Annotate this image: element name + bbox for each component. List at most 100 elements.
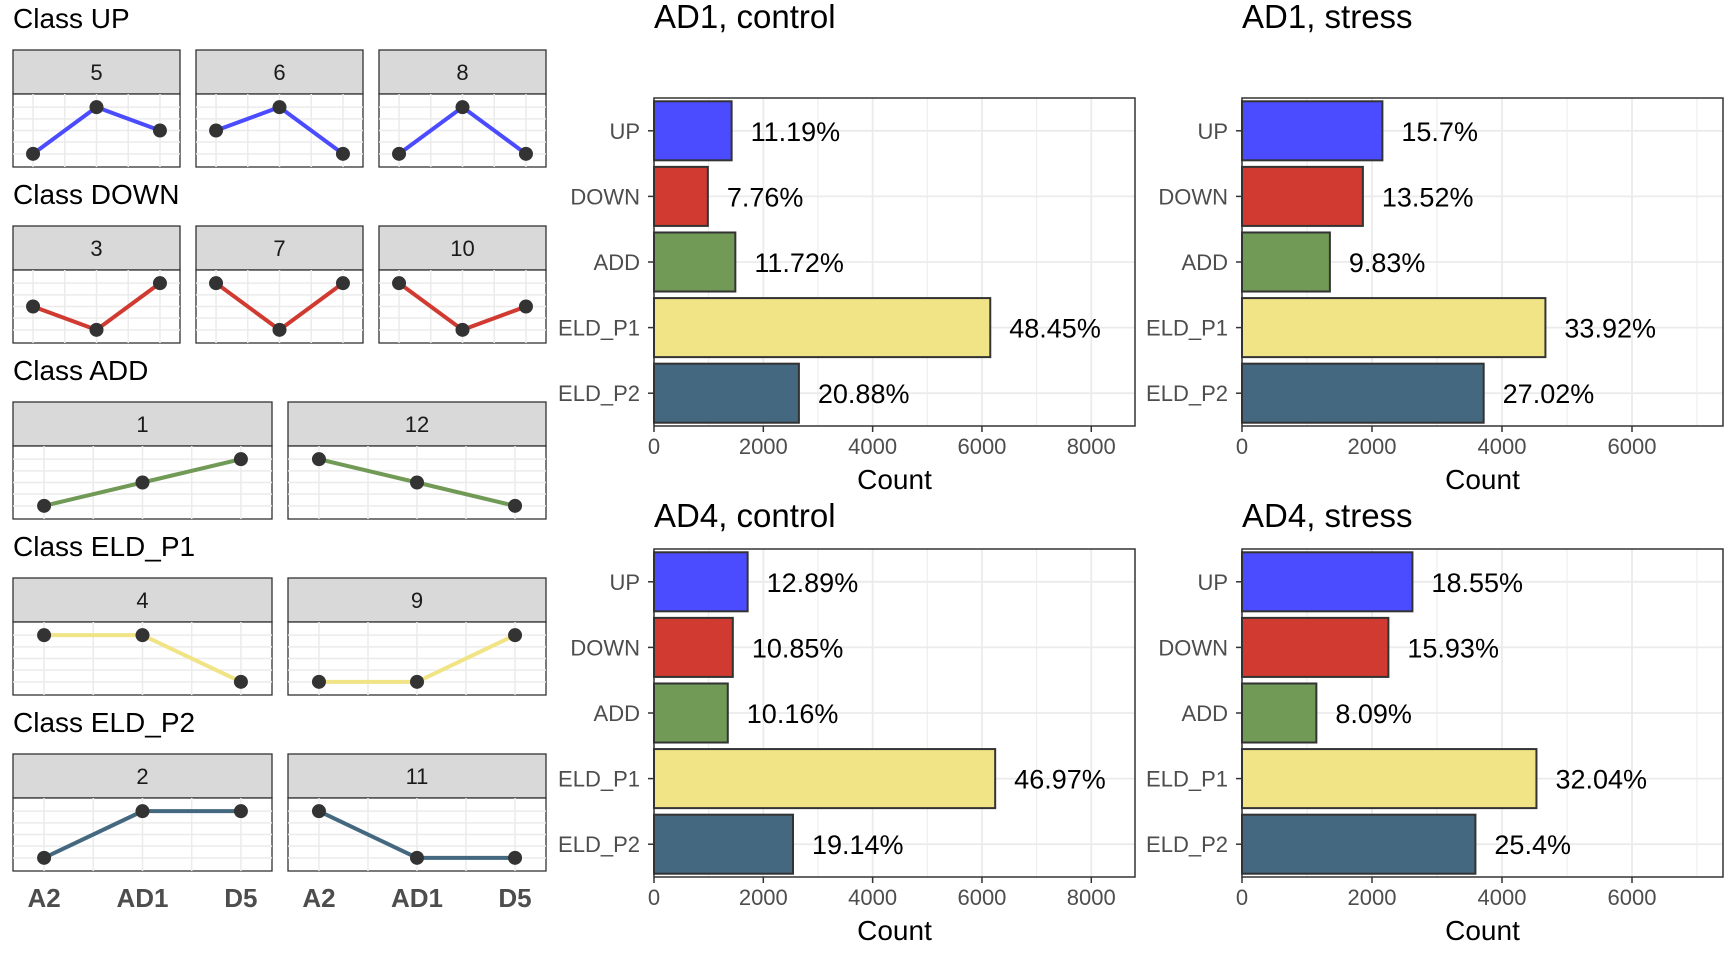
pattern-point [233, 804, 248, 819]
x-tick-label: 0 [648, 885, 660, 910]
y-tick-label: DOWN [1158, 184, 1228, 209]
y-tick-label: UP [609, 570, 640, 595]
data-label: 15.7% [1401, 117, 1478, 147]
panel-id-label: 1 [136, 412, 148, 437]
y-tick-label: ELD_P1 [1146, 767, 1228, 792]
class-title: Class ELD_P2 [13, 707, 195, 738]
y-tick-label: DOWN [570, 184, 640, 209]
class-title: Class ELD_P1 [13, 531, 195, 562]
data-label: 18.55% [1431, 568, 1523, 598]
x-tick-label: 6000 [957, 434, 1006, 459]
x-tick-label: 4000 [1478, 434, 1527, 459]
pattern-point [311, 452, 326, 467]
pattern-point [26, 299, 41, 314]
panel-strip [378, 225, 547, 271]
panel-id-label: 11 [406, 764, 429, 789]
pattern-panel: 7 [195, 225, 364, 344]
y-tick-label: DOWN [570, 635, 640, 660]
pattern-point [518, 146, 533, 161]
y-tick-label: UP [609, 119, 640, 144]
pattern-point [410, 850, 424, 865]
pattern-point [518, 299, 533, 314]
data-label: 15.93% [1407, 633, 1499, 663]
x-axis-title: Count [857, 464, 932, 495]
bar [653, 748, 997, 810]
chart-title: AD4, control [654, 497, 836, 534]
bar [1241, 165, 1364, 227]
pattern-panel: 9 [287, 577, 547, 696]
y-tick-label: ELD_P1 [558, 316, 640, 341]
data-label: 10.85% [752, 633, 844, 663]
x-tick-label: 4000 [1478, 885, 1527, 910]
data-label: 9.83% [1349, 248, 1426, 278]
pattern-point [410, 475, 424, 490]
x-tick-label: 8000 [1067, 434, 1116, 459]
panel-strip [195, 225, 364, 271]
pattern-panel: 4 [12, 577, 273, 696]
x-axis-title: Count [1445, 464, 1520, 495]
chart-title: AD1, stress [1242, 0, 1413, 35]
pattern-point [410, 674, 424, 689]
pattern-point [508, 498, 523, 513]
y-tick-label: ADD [1182, 250, 1228, 275]
data-label: 8.09% [1335, 699, 1412, 729]
plot-border [1241, 548, 1724, 878]
panel-id-label: 10 [450, 236, 474, 261]
data-label: 11.19% [751, 117, 841, 147]
bar [1241, 748, 1538, 810]
x-axis-title: Count [857, 915, 932, 946]
bar [653, 813, 794, 875]
pattern-point [508, 850, 523, 865]
pattern-panel: 8 [378, 49, 547, 168]
pattern-point [335, 276, 350, 291]
pattern-point [455, 322, 470, 337]
data-label: 46.97% [1014, 765, 1106, 795]
pattern-point [392, 276, 407, 291]
panel-id-label: 5 [90, 60, 102, 85]
class-group-add: Class ADD 1 12 [12, 355, 547, 520]
x-axis-label: AD1 [391, 883, 443, 913]
data-label: 48.45% [1009, 314, 1101, 344]
panel-strip [195, 49, 364, 95]
pattern-point [26, 146, 41, 161]
pattern-point [135, 475, 150, 490]
pattern-panel: 3 [12, 225, 181, 344]
bar [653, 297, 992, 359]
x-tick-label: 2000 [739, 885, 788, 910]
x-tick-label: 8000 [1067, 885, 1116, 910]
pattern-point [392, 146, 407, 161]
class-group-eld-p2: Class ELD_P2 2 A2 AD1 D5 11 A2 AD1 D5 [12, 707, 547, 913]
pattern-point [37, 850, 52, 865]
pattern-point [233, 452, 248, 467]
pattern-point [37, 628, 52, 643]
bar [1241, 100, 1384, 162]
y-tick-label: ADD [1182, 701, 1228, 726]
bar [1241, 551, 1414, 613]
y-tick-label: ELD_P2 [1146, 832, 1228, 857]
data-label: 20.88% [818, 379, 910, 409]
x-tick-label: 6000 [1608, 885, 1657, 910]
pattern-point [233, 674, 248, 689]
plot-border [653, 97, 1136, 427]
pattern-point [135, 804, 150, 819]
bar [1241, 297, 1547, 359]
y-tick-label: ELD_P2 [558, 381, 640, 406]
x-axis-label: A2 [27, 883, 60, 913]
panel-id-label: 4 [136, 588, 148, 613]
data-label: 10.16% [747, 699, 839, 729]
data-label: 19.14% [812, 830, 904, 860]
pattern-panel: 2 A2 AD1 D5 [12, 753, 273, 913]
pattern-point [37, 498, 52, 513]
x-axis-label: A2 [302, 883, 335, 913]
pattern-point [272, 100, 287, 115]
y-tick-label: ADD [594, 250, 640, 275]
class-title: Class ADD [13, 355, 148, 386]
panel-strip [12, 225, 181, 271]
y-tick-label: ELD_P1 [558, 767, 640, 792]
panel-id-label: 6 [273, 60, 285, 85]
panel-strip [12, 49, 181, 95]
y-tick-label: ADD [594, 701, 640, 726]
panel-id-label: 12 [405, 412, 429, 437]
